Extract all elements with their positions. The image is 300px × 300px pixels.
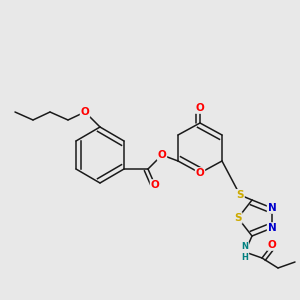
Text: O: O — [268, 240, 276, 250]
Text: S: S — [234, 213, 242, 223]
Text: S: S — [236, 190, 244, 200]
Text: N: N — [268, 203, 276, 213]
Text: O: O — [158, 150, 166, 160]
Text: O: O — [196, 168, 204, 178]
Text: N: N — [268, 223, 276, 233]
Text: S: S — [236, 190, 244, 200]
Text: O: O — [81, 107, 89, 117]
Text: N
H: N H — [242, 242, 248, 262]
Text: O: O — [151, 180, 159, 190]
Text: O: O — [196, 103, 204, 113]
